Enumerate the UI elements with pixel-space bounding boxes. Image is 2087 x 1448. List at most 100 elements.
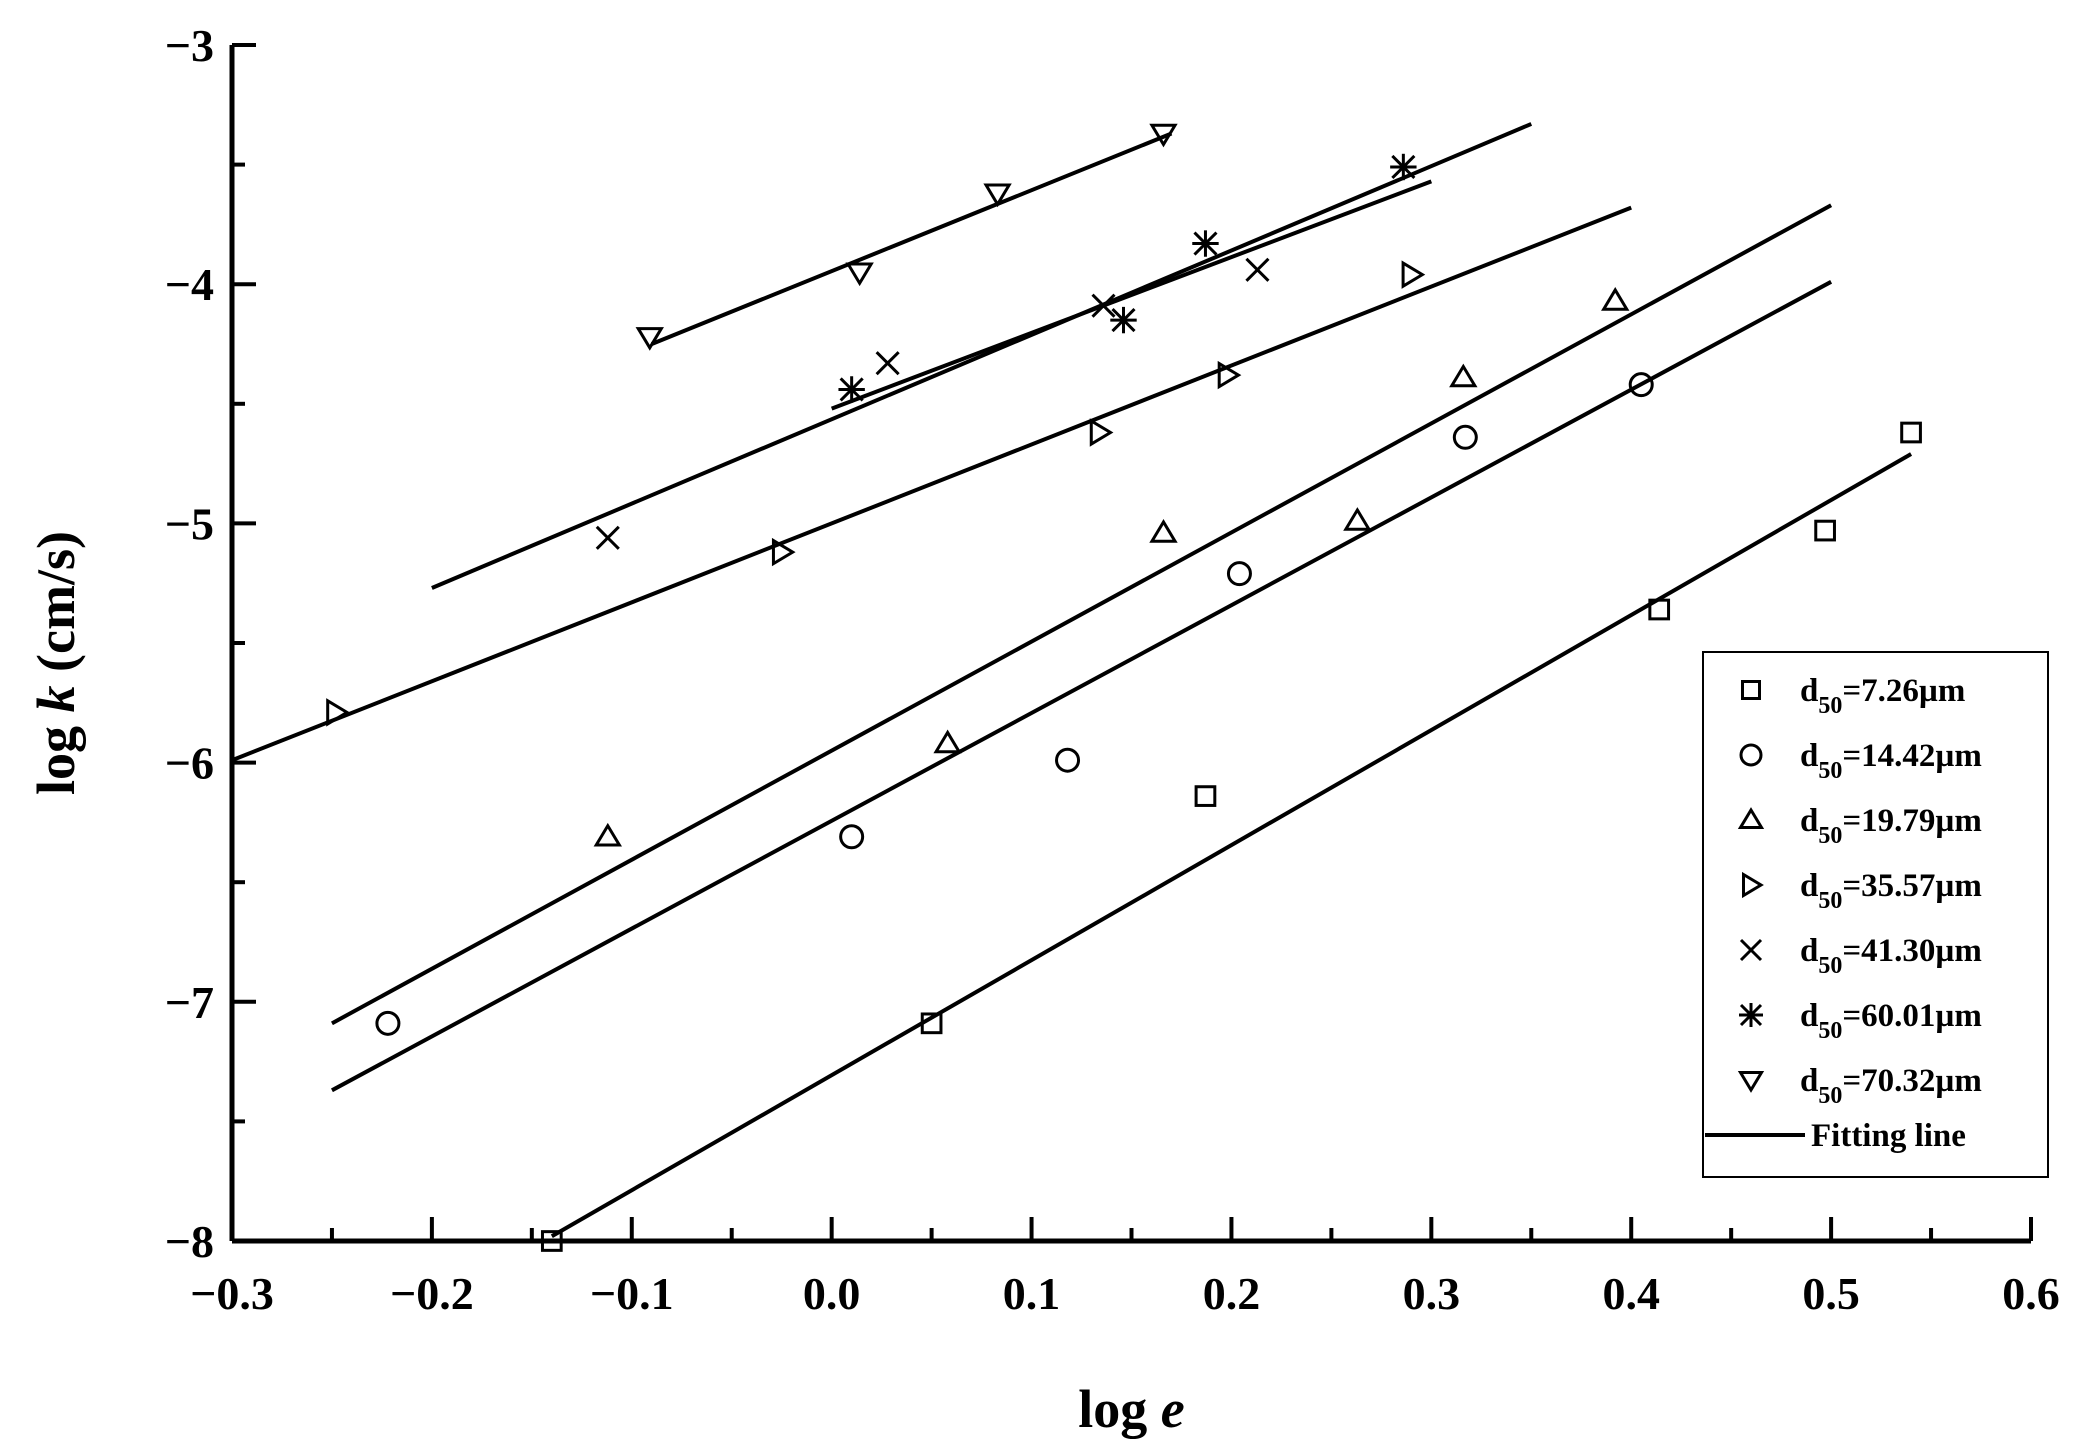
y-tick-label: −5 <box>165 498 214 549</box>
x-tick-label: −0.1 <box>590 1268 674 1319</box>
triangle-down-shape <box>1737 1071 1765 1093</box>
data-point-triangle-up <box>933 729 962 754</box>
triangle-up-shape <box>1343 507 1372 531</box>
triangle-up-shape <box>1449 363 1478 388</box>
x-stroke <box>1739 938 1763 962</box>
data-point-square <box>1900 421 1922 444</box>
data-point-asterisk <box>1192 230 1219 257</box>
circle-shape <box>1739 743 1763 767</box>
legend-marker-circle <box>1739 743 1763 767</box>
triangle-up-shape <box>593 822 622 847</box>
x-tick-label: 0.0 <box>803 1268 861 1319</box>
data-point-square <box>1194 785 1217 807</box>
y-axis-title: log k (cm/s) <box>26 531 86 795</box>
x-tick-label: 0.3 <box>1403 1268 1461 1319</box>
triangle-right-shape <box>326 698 350 727</box>
square-shape <box>1648 598 1671 621</box>
square-shape <box>1741 680 1761 700</box>
data-point-x <box>875 351 900 376</box>
legend-marker-triangle-down <box>1737 1071 1765 1093</box>
x-tick-label: 0.5 <box>1802 1268 1860 1319</box>
x-tick-label: 0.2 <box>1203 1268 1261 1319</box>
x-tick-label: −0.3 <box>190 1268 274 1319</box>
data-point-asterisk <box>1390 153 1417 181</box>
x-tick-label: 0.1 <box>1003 1268 1061 1319</box>
data-point-triangle-right <box>1217 360 1242 390</box>
data-point-circle <box>1628 372 1654 398</box>
triangle-right-shape <box>1401 260 1426 289</box>
data-point-circle <box>1055 747 1081 773</box>
data-point-x <box>595 525 620 550</box>
axes: −0.3 −0.2 −0.1 0.0 0.1 0.2 0.3 0.4 0.5 0.6 −3 −4 −5 −… <box>26 20 2060 1439</box>
data-point-triangle-up <box>1149 519 1178 543</box>
data-point-circle <box>1452 424 1478 450</box>
x-tick-label: 0.4 <box>1602 1268 1660 1319</box>
square-shape <box>540 1230 563 1252</box>
circle-shape <box>375 1010 401 1036</box>
x-stroke <box>875 351 900 376</box>
x-stroke <box>595 525 620 550</box>
data-point-square <box>1814 519 1836 542</box>
triangle-down-shape <box>845 262 874 287</box>
triangle-up-shape <box>1601 287 1630 311</box>
legend-marker-asterisk <box>1739 1003 1763 1027</box>
square-shape <box>1814 519 1836 542</box>
fit-line-triangle-up <box>330 203 1833 1026</box>
square-shape <box>1900 421 1922 444</box>
data-point-triangle-down <box>845 262 874 287</box>
data-point-circle <box>375 1010 401 1036</box>
circle-shape <box>1055 747 1081 773</box>
y-tick-label: −4 <box>165 259 214 310</box>
x-stroke <box>1245 257 1270 282</box>
data-point-asterisk <box>838 376 865 403</box>
circle-shape <box>1452 424 1478 450</box>
data-point-triangle-right <box>1401 260 1426 289</box>
fit-line-x <box>431 122 1533 590</box>
y-tick-label: −3 <box>165 20 214 71</box>
data-point-triangle-up <box>593 822 622 847</box>
triangle-right-shape <box>1217 360 1242 390</box>
x-tick-label: −0.2 <box>390 1268 474 1319</box>
data-point-circle <box>839 824 865 850</box>
data-point-x <box>1245 257 1270 282</box>
data-point-triangle-right <box>326 698 350 727</box>
data-point-triangle-right <box>771 537 796 567</box>
data-point-square <box>540 1230 563 1252</box>
square-shape <box>1194 785 1217 807</box>
legend-marker-x <box>1739 938 1763 962</box>
fit-lines <box>231 122 1913 1238</box>
legend-fit-label: Fitting line <box>1811 1118 1966 1154</box>
y-tick-label: −6 <box>165 738 214 789</box>
fit-line-square <box>550 452 1913 1238</box>
data-point-circle <box>1226 561 1252 587</box>
data-point-square <box>920 1012 943 1035</box>
legend-marker-square <box>1741 680 1761 700</box>
circle-shape <box>1628 372 1654 398</box>
data-point-triangle-up <box>1449 363 1478 388</box>
fit-line-triangle-right <box>231 205 1632 763</box>
fit-line-circle <box>330 280 1833 1093</box>
x-tick-label: 0.6 <box>2002 1268 2060 1319</box>
x-axis-title: log e <box>1078 1379 1184 1439</box>
triangle-right-shape <box>771 537 796 567</box>
data-point-triangle-up <box>1601 287 1630 311</box>
fit-line-triangle-down <box>651 131 1173 346</box>
triangle-up-shape <box>1149 519 1178 543</box>
data-point-asterisk <box>1110 306 1137 334</box>
y-tick-label: −7 <box>165 977 214 1028</box>
legend: d50=7.26µmd50=14.42µmd50=19.79µmd50=35.5… <box>1702 651 2049 1178</box>
markers <box>326 123 1922 1252</box>
y-tick-label: −8 <box>165 1216 214 1267</box>
data-point-x <box>1091 293 1116 318</box>
triangle-down-shape <box>1149 123 1178 148</box>
triangle-up-shape <box>1737 807 1765 829</box>
legend-marker-triangle-up <box>1737 807 1765 829</box>
data-point-triangle-down <box>1149 123 1178 148</box>
circle-shape <box>1226 561 1252 587</box>
fit-line-asterisk <box>830 179 1433 411</box>
legend-marker-triangle-right <box>1742 871 1764 899</box>
triangle-right-shape <box>1742 871 1764 899</box>
triangle-up-shape <box>933 729 962 754</box>
circle-shape <box>839 824 865 850</box>
